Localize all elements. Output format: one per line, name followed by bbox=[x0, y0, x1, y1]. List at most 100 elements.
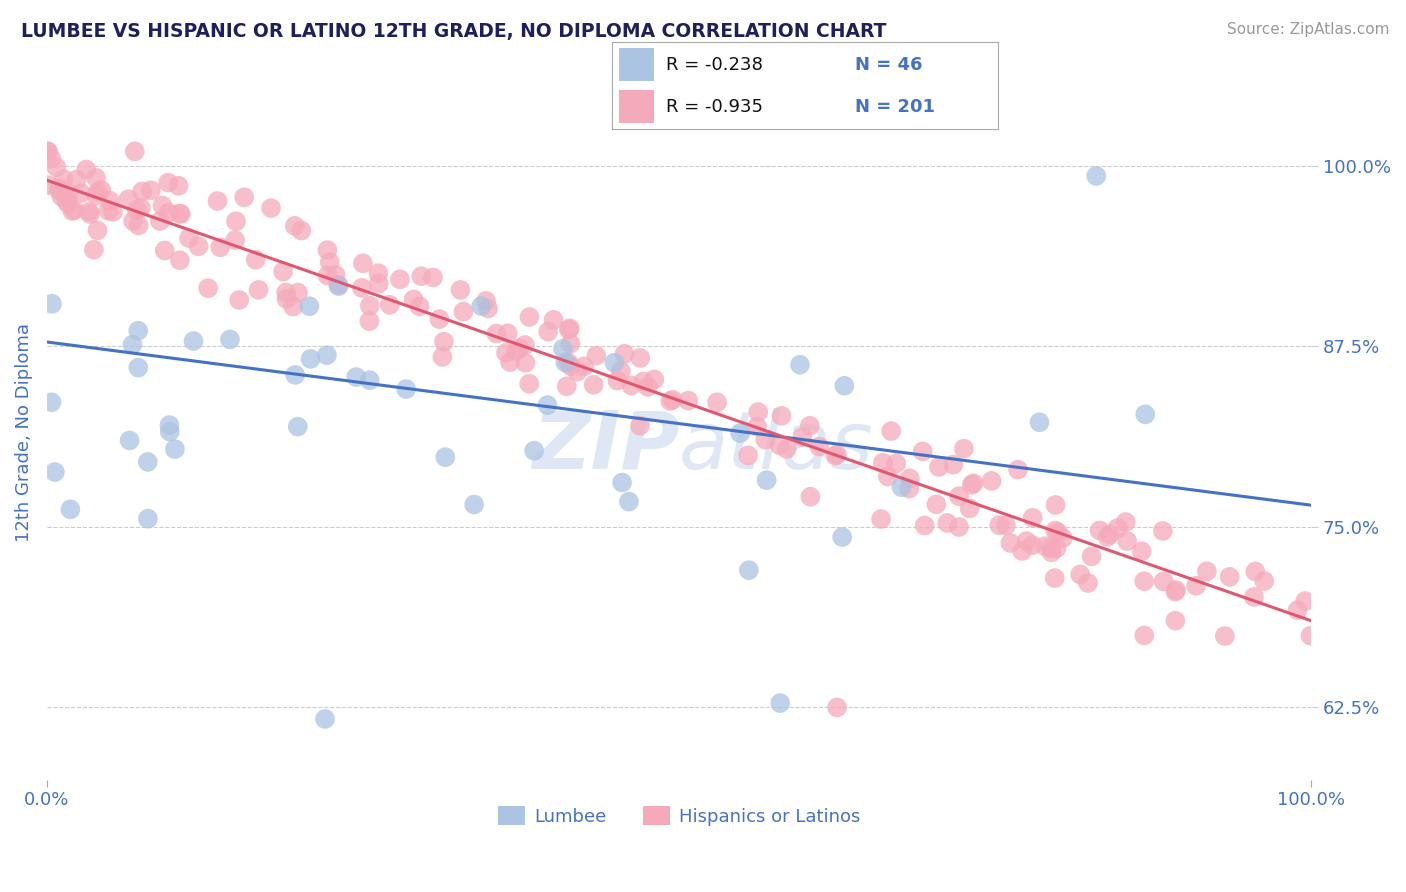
Point bbox=[44, 465, 66, 479]
Point bbox=[86, 223, 108, 237]
FancyBboxPatch shape bbox=[619, 48, 654, 81]
Point bbox=[77, 204, 100, 219]
Point bbox=[834, 379, 856, 393]
Point bbox=[505, 343, 527, 358]
Point bbox=[1028, 415, 1050, 429]
Point bbox=[515, 356, 537, 370]
Point bbox=[163, 442, 186, 457]
Point bbox=[557, 355, 579, 369]
Point bbox=[610, 364, 633, 378]
Point bbox=[1195, 564, 1218, 578]
Point bbox=[124, 145, 146, 159]
Point bbox=[980, 474, 1002, 488]
Point bbox=[408, 299, 430, 313]
Point bbox=[70, 186, 93, 200]
Point bbox=[274, 285, 297, 300]
Point bbox=[35, 145, 58, 159]
Point bbox=[276, 292, 298, 306]
Point bbox=[988, 518, 1011, 533]
Point bbox=[352, 256, 374, 270]
Point bbox=[1116, 534, 1139, 549]
Point bbox=[1085, 169, 1108, 183]
Point bbox=[1286, 603, 1309, 617]
Point bbox=[359, 373, 381, 387]
Point bbox=[606, 374, 628, 388]
Point bbox=[513, 338, 536, 352]
Point bbox=[121, 337, 143, 351]
Y-axis label: 12th Grade, No Diploma: 12th Grade, No Diploma bbox=[15, 324, 32, 542]
Point bbox=[56, 196, 79, 211]
Point bbox=[890, 480, 912, 494]
Point bbox=[167, 178, 190, 193]
Point bbox=[737, 449, 759, 463]
Point bbox=[83, 243, 105, 257]
Point bbox=[872, 456, 894, 470]
Point bbox=[136, 455, 159, 469]
Point bbox=[247, 283, 270, 297]
Point bbox=[125, 203, 148, 218]
Point bbox=[1107, 521, 1129, 535]
Point bbox=[84, 188, 107, 202]
Point bbox=[898, 471, 921, 485]
Point bbox=[183, 334, 205, 348]
Point bbox=[831, 530, 853, 544]
Point bbox=[1152, 524, 1174, 538]
Point bbox=[1133, 574, 1156, 589]
Point bbox=[470, 299, 492, 313]
Point bbox=[41, 395, 63, 409]
Point bbox=[1021, 538, 1043, 552]
Point bbox=[79, 207, 101, 221]
Point bbox=[523, 443, 546, 458]
Point bbox=[287, 285, 309, 300]
Point bbox=[962, 476, 984, 491]
Point bbox=[870, 512, 893, 526]
Point bbox=[585, 349, 607, 363]
Point bbox=[325, 268, 347, 282]
Point bbox=[287, 419, 309, 434]
Point bbox=[567, 365, 589, 379]
Point bbox=[98, 194, 121, 208]
Point bbox=[150, 198, 173, 212]
Point bbox=[328, 279, 350, 293]
Point bbox=[328, 277, 350, 292]
Point bbox=[1046, 525, 1069, 540]
Point bbox=[55, 194, 77, 208]
Point bbox=[60, 204, 83, 219]
Point bbox=[769, 696, 792, 710]
Text: R = -0.935: R = -0.935 bbox=[666, 97, 762, 116]
Point bbox=[402, 293, 425, 307]
Point bbox=[284, 368, 307, 382]
Point bbox=[628, 418, 651, 433]
Point bbox=[1164, 614, 1187, 628]
Point bbox=[39, 152, 62, 166]
Point bbox=[245, 252, 267, 267]
Point bbox=[153, 244, 176, 258]
Text: N = 46: N = 46 bbox=[855, 55, 922, 74]
Point bbox=[1244, 565, 1267, 579]
Point bbox=[139, 183, 162, 197]
Point bbox=[633, 375, 655, 389]
Point bbox=[97, 203, 120, 218]
Point bbox=[157, 418, 180, 433]
Point bbox=[1052, 531, 1074, 545]
Point bbox=[537, 325, 560, 339]
Point bbox=[1007, 462, 1029, 476]
Point bbox=[728, 426, 751, 441]
Point bbox=[149, 214, 172, 228]
Point bbox=[127, 324, 149, 338]
Point bbox=[271, 264, 294, 278]
Point bbox=[177, 231, 200, 245]
Point bbox=[603, 356, 626, 370]
Point bbox=[63, 202, 86, 217]
Point bbox=[582, 377, 605, 392]
Point bbox=[911, 444, 934, 458]
Point bbox=[429, 312, 451, 326]
Point bbox=[1043, 571, 1066, 585]
Point bbox=[219, 333, 242, 347]
Point bbox=[1243, 590, 1265, 604]
Point bbox=[617, 494, 640, 508]
Point bbox=[1153, 574, 1175, 589]
Point bbox=[485, 326, 508, 341]
Point bbox=[1080, 549, 1102, 564]
Point bbox=[1045, 524, 1067, 538]
